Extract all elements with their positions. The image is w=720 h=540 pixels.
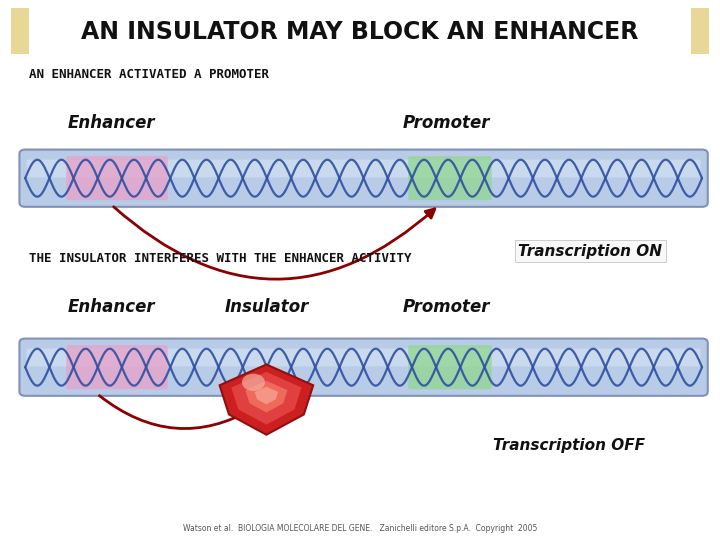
Text: Promoter: Promoter	[402, 298, 490, 316]
Circle shape	[242, 374, 265, 391]
Text: Watson et al.  BIOLOGIA MOLECOLARE DEL GENE.   Zanichelli editore S.p.A.  Copyri: Watson et al. BIOLOGIA MOLECOLARE DEL GE…	[183, 524, 537, 532]
Text: Promoter: Promoter	[402, 114, 490, 132]
Polygon shape	[231, 372, 302, 424]
Polygon shape	[246, 381, 287, 413]
FancyBboxPatch shape	[11, 8, 29, 54]
Text: Enhancer: Enhancer	[68, 298, 156, 316]
Polygon shape	[255, 387, 278, 404]
Text: Insulator: Insulator	[224, 298, 309, 316]
FancyBboxPatch shape	[19, 150, 708, 207]
FancyBboxPatch shape	[66, 156, 168, 200]
Text: AN INSULATOR MAY BLOCK AN ENHANCER: AN INSULATOR MAY BLOCK AN ENHANCER	[81, 21, 639, 44]
FancyBboxPatch shape	[27, 160, 701, 177]
Text: Transcription OFF: Transcription OFF	[492, 438, 645, 453]
FancyBboxPatch shape	[408, 345, 492, 389]
Text: Enhancer: Enhancer	[68, 114, 156, 132]
FancyBboxPatch shape	[691, 8, 709, 54]
Text: THE INSULATOR INTERFERES WITH THE ENHANCER ACTIVITY: THE INSULATOR INTERFERES WITH THE ENHANC…	[29, 252, 411, 265]
FancyBboxPatch shape	[27, 349, 701, 366]
FancyBboxPatch shape	[19, 339, 708, 396]
Polygon shape	[220, 364, 313, 435]
Text: AN ENHANCER ACTIVATED A PROMOTER: AN ENHANCER ACTIVATED A PROMOTER	[29, 68, 269, 81]
FancyBboxPatch shape	[66, 345, 168, 389]
Text: Transcription ON: Transcription ON	[518, 244, 662, 259]
FancyBboxPatch shape	[408, 156, 492, 200]
